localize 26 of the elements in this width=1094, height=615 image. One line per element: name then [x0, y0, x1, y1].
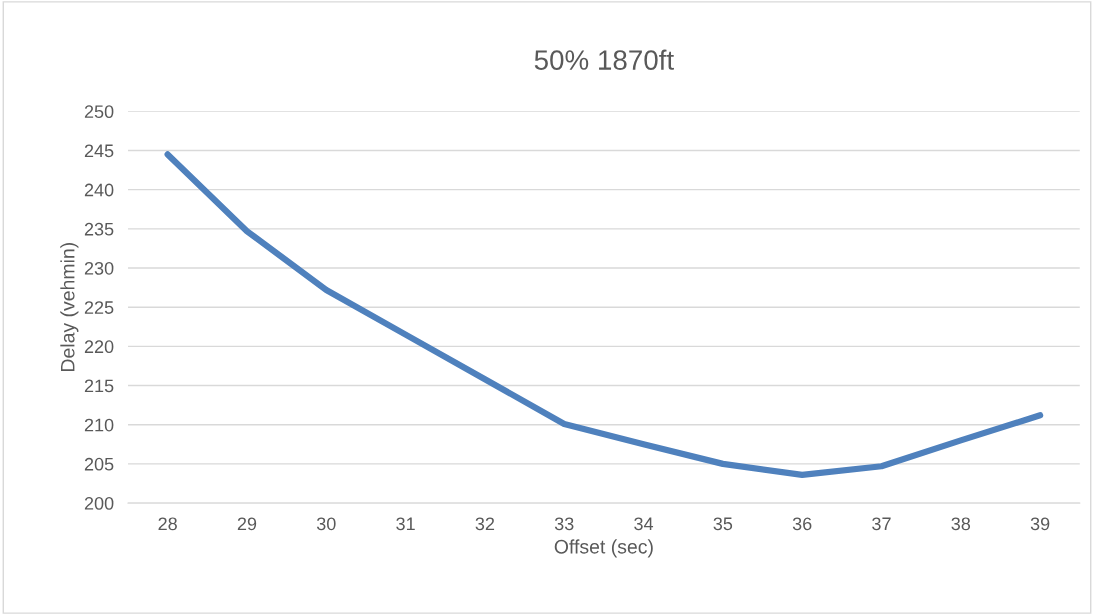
x-tick-label: 33: [554, 517, 574, 531]
x-tick-label: 37: [872, 517, 891, 531]
x-tick-label: 39: [1030, 517, 1050, 531]
y-tick-label: 235: [84, 222, 114, 236]
x-tick-label: 31: [396, 517, 415, 531]
y-tick-label: 215: [84, 379, 114, 393]
y-tick-label: 250: [84, 105, 114, 119]
x-tick-label: 29: [237, 517, 257, 531]
x-tick-label: 38: [951, 517, 971, 531]
y-tick-label: 230: [84, 261, 114, 275]
y-tick-label: 200: [84, 497, 114, 510]
x-tick-label: 36: [792, 517, 812, 531]
y-tick-label: 240: [84, 183, 114, 197]
y-axis-title: Delay (vehmin): [60, 243, 79, 371]
y-tick-label: 220: [84, 340, 114, 354]
y-tick-label: 245: [84, 144, 114, 158]
y-tick-label: 210: [84, 418, 114, 432]
x-tick-label: 28: [158, 517, 177, 531]
y-tick-label: 205: [84, 457, 114, 471]
chart-title: 50% 1870ft: [534, 49, 674, 70]
x-axis-title: Offset (sec): [554, 539, 653, 558]
x-tick-label: 35: [713, 517, 733, 531]
x-tick-label: 30: [316, 517, 336, 531]
x-tick-label: 34: [634, 517, 654, 531]
y-tick-label: 225: [84, 301, 114, 314]
x-tick-label: 32: [475, 517, 495, 531]
